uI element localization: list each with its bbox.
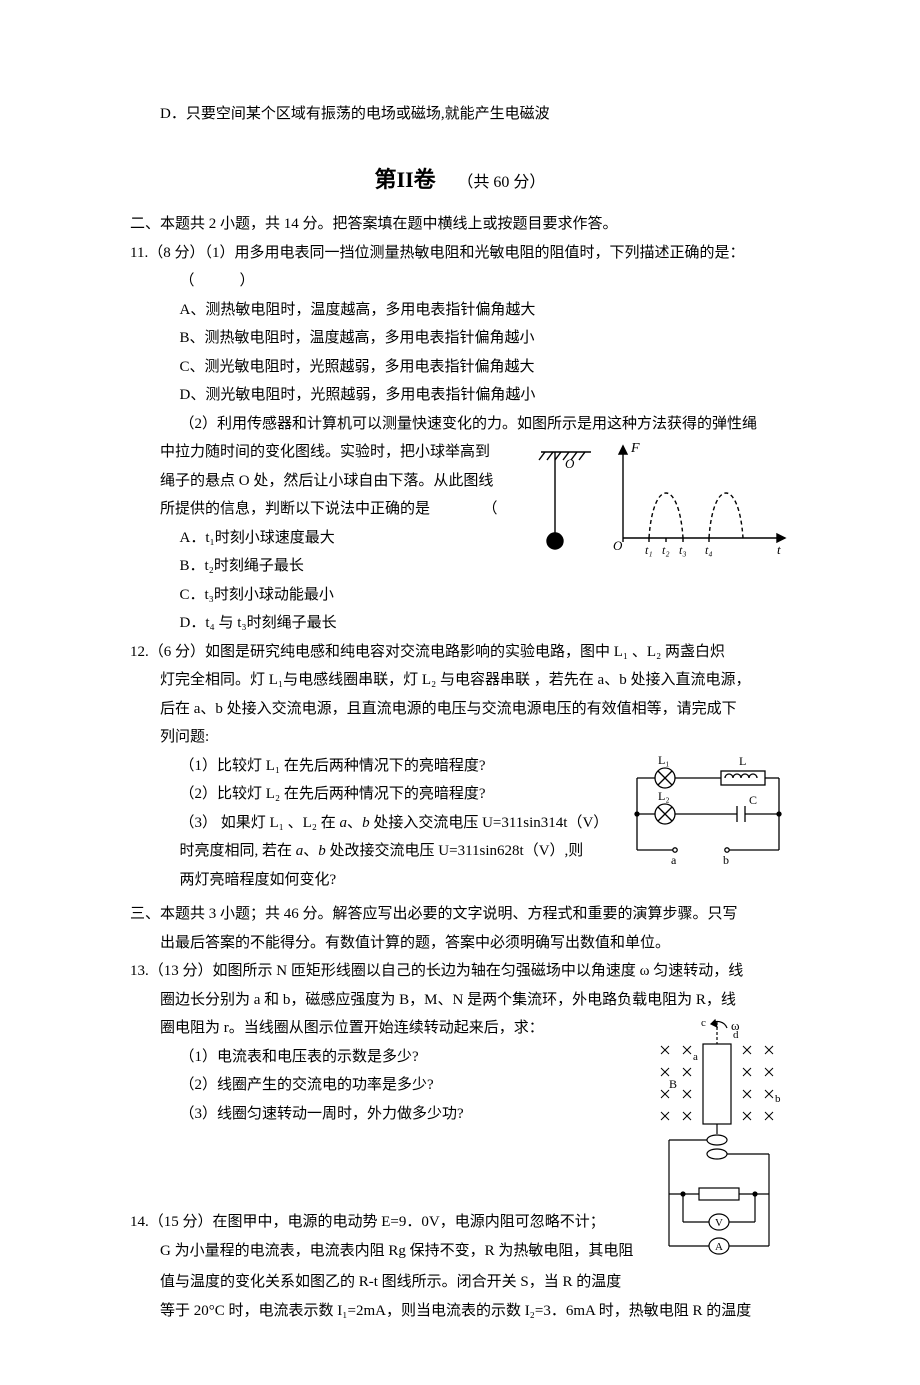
section-2-title: 第II卷 （共 60 分） — [130, 159, 790, 201]
question-11: 11.（8 分）（1）用多用电表同一挡位测量热敏电阻和光敏电阻的阻值时，下列描述… — [130, 239, 790, 638]
section-2-points: （共 60 分） — [457, 174, 545, 191]
section-2-label: 第II卷 — [375, 167, 436, 192]
q12-p3-line3: 两灯亮暗程度如何变化? — [130, 866, 790, 895]
label-a: a — [671, 853, 677, 867]
label-O: O — [565, 456, 575, 471]
question-13: 13.（13 分）如图所示 N 匝矩形线圈以自己的长边为轴在匀强磁场中以角速度 … — [130, 957, 790, 1208]
italic-a-1: a — [340, 815, 348, 831]
q12-stem-1: 12.（6 分）如图是研究纯电感和纯电容对交流电路影响的实验电路，图中 L₁ 、… — [130, 638, 790, 667]
part-3-heading-2: 出最后答案的不能得分。有数值计算的题，答案中必须明确写出数值和单位。 — [130, 929, 790, 958]
question-14: 14.（15 分）在图甲中，电源的电动势 E=9．0V，电源内阻可忽略不计； G… — [130, 1208, 790, 1325]
label-L2: L₂ — [658, 789, 670, 803]
q11-figure: O F O t₁ t₂ t — [535, 438, 790, 558]
italic-b-1: b — [362, 815, 370, 831]
q12-figure: L₁ L L₂ C — [625, 752, 790, 867]
q11-opt-b: B、测热敏电阻时，温度越高，多用电表指针偏角越小 — [130, 324, 790, 353]
label-B: B — [669, 1077, 677, 1091]
label-L: L — [739, 754, 746, 768]
circuit-diagram: L₁ L L₂ C — [625, 752, 790, 867]
label-C: C — [749, 793, 757, 807]
label-t3: t₃ — [679, 543, 687, 557]
q13-stem-1: 13.（13 分）如图所示 N 匝矩形线圈以自己的长边为轴在匀强磁场中以角速度 … — [130, 957, 790, 986]
q12-p3d: 时亮度相同, 若在 — [180, 843, 296, 859]
q12-p3e: 、 — [303, 843, 318, 859]
q12-stem-4: 列问题: — [130, 723, 790, 752]
q11-2-opt-c: C．t₃时刻小球动能最小 — [130, 581, 790, 610]
question-12: 12.（6 分）如图是研究纯电感和纯电容对交流电路影响的实验电路，图中 L₁ 、… — [130, 638, 790, 895]
q14-stem-2: G 为小量程的电流表，电流表内阻 Rg 保持不变，R 为热敏电阻，其电阻 — [130, 1237, 790, 1266]
label-d: d — [733, 1029, 739, 1041]
label-t4: t₄ — [705, 543, 713, 557]
q14-stem-4: 等于 20°C 时，电流表示数 I₁=2mA，则当电流表的示数 I₂=3．6mA… — [130, 1297, 790, 1326]
q12-p3c: 处接入交流电压 U=311sin314t（V） — [370, 815, 609, 831]
q11-opt-c: C、测光敏电阻时，光照越弱，多用电表指针偏角越大 — [130, 353, 790, 382]
svg-text:O: O — [613, 538, 623, 553]
q10-option-d: D．只要空间某个区域有振荡的电场或磁场,就能产生电磁波 — [130, 100, 790, 129]
q12-p3a: （3） 如果灯 L₁ 、L₂ 在 — [180, 815, 340, 831]
label-t2: t₂ — [662, 543, 670, 557]
q11-2-opt-d: D．t₄ 与 t₃时刻绳子最长 — [130, 609, 790, 638]
part-2-heading: 二、本题共 2 小题，共 14 分。把答案填在题中横线上或按题目要求作答。 — [130, 210, 790, 239]
label-c: c — [701, 1017, 706, 1029]
q14-stem-1: 14.（15 分）在图甲中，电源的电动势 E=9．0V，电源内阻可忽略不计； — [130, 1208, 790, 1237]
q11-stem-1b: （ ） — [130, 267, 790, 296]
q14-stem-3: 值与温度的变化关系如图乙的 R-t 图线所示。闭合开关 S，当 R 的温度 — [130, 1268, 790, 1297]
pendulum-and-graph: O F O t₁ t₂ t — [535, 438, 790, 558]
q12-stem-2: 灯完全相同。灯 L₁与电感线圈串联，灯 L₂ 与电容器串联 ，若先在 a、b 处… — [130, 666, 790, 695]
q11-opt-a: A、测热敏电阻时，温度越高，多用电表指针偏角越大 — [130, 296, 790, 325]
label-t1: t₁ — [645, 543, 653, 557]
label-L1: L₁ — [658, 753, 670, 767]
label-b: b — [723, 853, 729, 867]
label-F: F — [630, 441, 640, 456]
q13-stem-2: 圈边长分别为 a 和 b，磁感应强度为 B，M、N 是两个集流环，外电路负载电阻… — [130, 986, 790, 1015]
part-3-heading-1: 三、本题共 3 小题；共 46 分。解答应写出必要的文字说明、方程式和重要的演算… — [130, 900, 790, 929]
italic-b-2: b — [318, 843, 326, 859]
q11-opt-d: D、测光敏电阻时，光照越弱，多用电表指针偏角越小 — [130, 381, 790, 410]
q12-p3f: 处改接交流电压 U=311sin628t（V）,则 — [326, 843, 584, 859]
q12-p3b: 、 — [347, 815, 362, 831]
q11-stem-1: 11.（8 分）（1）用多用电表同一挡位测量热敏电阻和光敏电阻的阻值时，下列描述… — [130, 239, 790, 268]
label-coil-a: a — [693, 1051, 698, 1063]
label-coil-b: b — [775, 1093, 781, 1105]
label-t: t — [777, 542, 781, 557]
q11-p2-a: （2）利用传感器和计算机可以测量快速变化的力。如图所示是用这种方法获得的弹性绳 — [130, 410, 790, 439]
q12-stem-3: 后在 a、b 处接入交流电源，且直流电源的电压与交流电源电压的有效值相等，请完成… — [130, 695, 790, 724]
